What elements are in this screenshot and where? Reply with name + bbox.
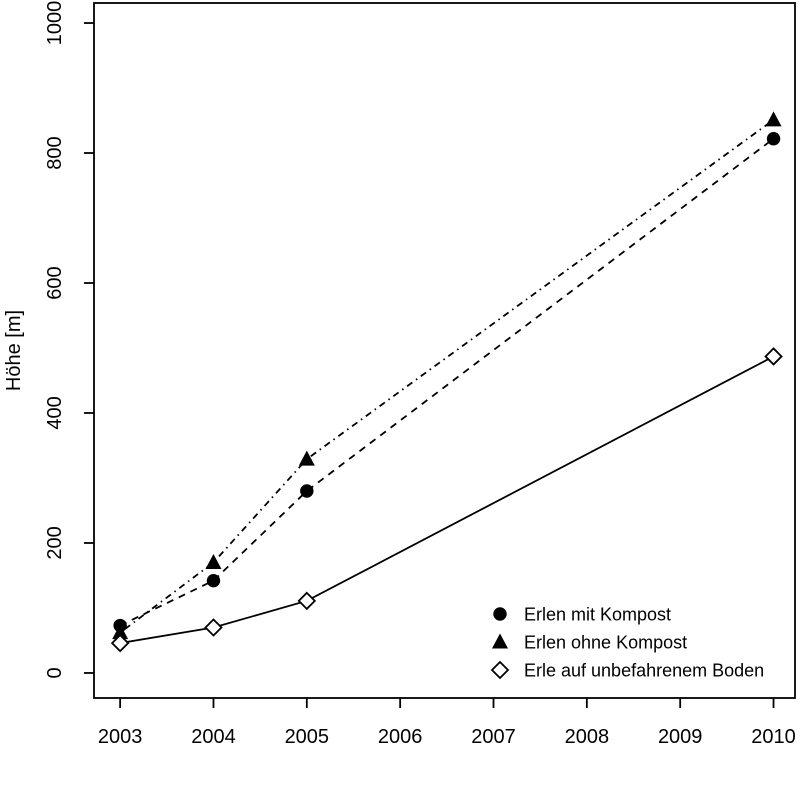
y-tick-label: 1000	[44, 1, 66, 46]
filled-triangle-marker	[298, 450, 315, 466]
filled-circle-marker	[766, 132, 781, 146]
open-diamond-marker	[490, 660, 510, 680]
legend: Erlen mit Kompost Erlen ohne Kompost Erle …	[490, 605, 764, 681]
open-diamond-marker	[764, 347, 783, 366]
x-tick-label: 2010	[751, 726, 796, 748]
filled-triangle-marker	[205, 553, 222, 569]
y-tick-label: 600	[44, 266, 66, 299]
open-diamond-marker	[204, 618, 223, 637]
open-diamond-marker	[110, 633, 130, 653]
series-2	[110, 347, 783, 653]
x-tick-label: 2009	[658, 726, 703, 748]
legend-label: Erlen mit Kompost	[524, 605, 671, 625]
series-line	[119, 119, 775, 634]
x-tick-label: 2003	[98, 726, 143, 748]
legend-label: Erle auf unbefahrenem Boden	[524, 661, 764, 681]
x-tick-label: 2006	[378, 726, 423, 748]
y-axis-title: Höhe [m]	[3, 310, 25, 391]
y-tick-label: 0	[44, 667, 66, 678]
series-1	[112, 111, 782, 640]
x-tick-label: 2005	[285, 726, 330, 748]
x-tick-label: 2004	[191, 726, 236, 748]
filled-circle-marker	[300, 484, 314, 498]
y-tick-label: 200	[44, 526, 66, 559]
filled-circle-marker	[493, 607, 507, 621]
plot-border	[93, 2, 796, 699]
filled-circle-marker	[206, 573, 221, 588]
x-tick-label: 2007	[471, 726, 516, 748]
y-tick-label: 400	[44, 396, 66, 429]
y-tick-label: 800	[44, 136, 66, 169]
series-line	[119, 137, 775, 627]
x-tick-label: 2008	[565, 726, 610, 748]
filled-triangle-marker	[765, 111, 782, 127]
series-0	[113, 132, 781, 633]
series-line	[119, 355, 774, 644]
open-diamond-marker	[297, 591, 317, 611]
filled-triangle-marker	[492, 633, 508, 649]
filled-triangle-marker	[112, 624, 129, 640]
legend-label: Erlen ohne Kompost	[524, 633, 687, 653]
